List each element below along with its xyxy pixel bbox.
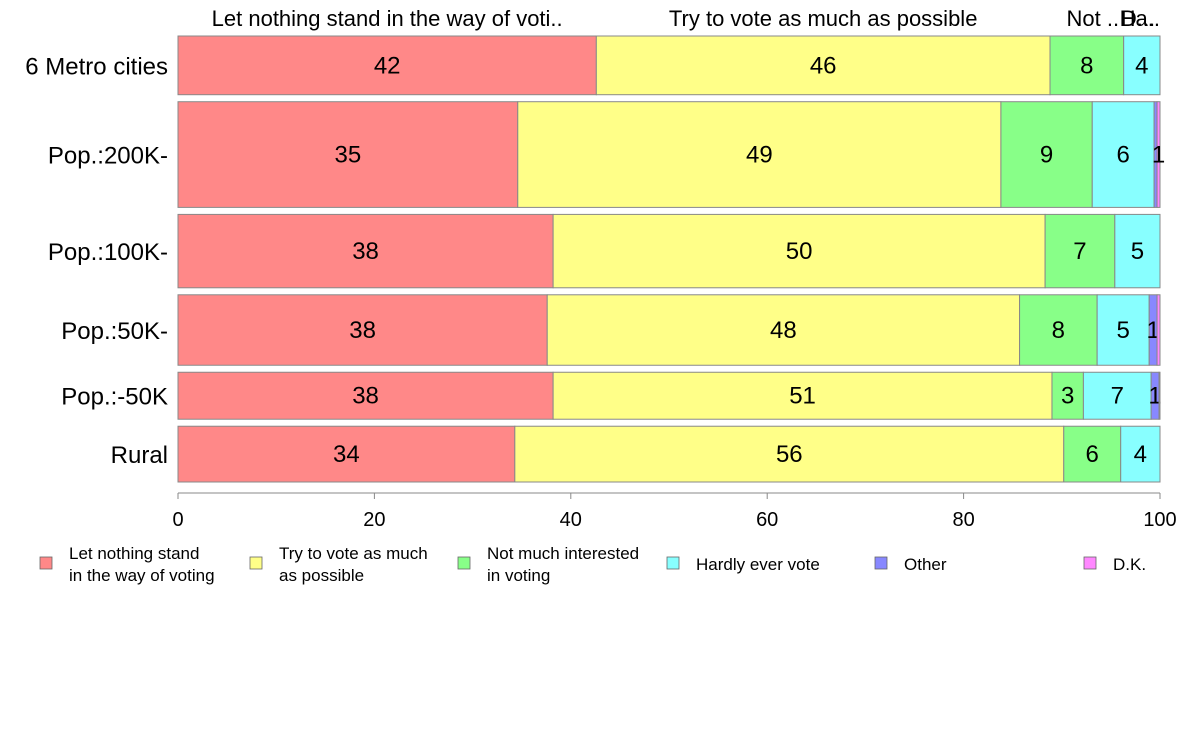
data-label: 7	[1111, 383, 1124, 410]
legend-label: Try to vote as much	[279, 544, 428, 563]
data-label: 5	[1116, 317, 1129, 344]
bar-segment	[546, 294, 1021, 366]
legend-swatch	[1083, 556, 1097, 570]
bar-segment	[177, 371, 554, 420]
legend-label: in voting	[487, 566, 550, 585]
bar-segment	[517, 101, 1002, 208]
top-series-label: Let nothing stand in the way of voti..	[212, 6, 563, 31]
data-label: 38	[352, 238, 379, 265]
bar-segment	[1049, 35, 1125, 96]
bar-segment	[1051, 371, 1084, 420]
data-label: 4	[1135, 52, 1148, 79]
x-tick-label: 40	[560, 509, 582, 531]
bar-segment	[514, 425, 1065, 483]
category-label: Pop.:200K-	[48, 143, 168, 170]
bar-segment	[1123, 35, 1161, 96]
bar-segment	[177, 101, 519, 208]
data-label: 51	[789, 383, 816, 410]
data-label: 38	[352, 383, 379, 410]
x-axis: 0 20 40 60 80 100	[172, 492, 1177, 531]
data-label: 49	[746, 142, 773, 169]
top-series-labels: Let nothing stand in the way of voti.. Tr…	[212, 6, 1160, 31]
data-label: 34	[333, 441, 360, 468]
legend-label: as possible	[279, 566, 364, 585]
bar-segment	[552, 213, 1046, 289]
category-label: Pop.:100K-	[48, 239, 168, 266]
category-labels: 6 Metro cities Pop.:200K- Pop.:100K- Pop.:5…	[25, 53, 168, 469]
category-label: 6 Metro cities	[25, 53, 168, 80]
data-label: 3	[1061, 383, 1074, 410]
category-label: Pop.:-50K	[61, 384, 168, 411]
data-label: 4	[1134, 441, 1147, 468]
data-label: 46	[810, 52, 837, 79]
top-series-label: Not ..	[1067, 6, 1120, 31]
bar-segment	[1156, 294, 1161, 366]
bar-segment	[1114, 213, 1161, 289]
bar-segment	[177, 294, 548, 366]
legend: Let nothing stand in the way of voting Try…	[39, 544, 1146, 585]
top-series-label: Ha..	[1120, 6, 1160, 31]
legend-swatch	[249, 556, 263, 570]
data-label: 42	[374, 52, 401, 79]
legend-swatch	[39, 556, 53, 570]
data-label: 1	[1148, 383, 1161, 410]
legend-swatch	[666, 556, 680, 570]
bar-segment	[1158, 371, 1161, 420]
bar-segment	[1096, 294, 1150, 366]
data-label: 1	[1152, 142, 1165, 169]
data-label: 8	[1080, 52, 1093, 79]
x-tick-label: 20	[363, 509, 385, 531]
x-tick-label: 80	[952, 509, 974, 531]
bar-segment	[1120, 425, 1161, 483]
data-label: 1	[1146, 317, 1159, 344]
bar-segment	[177, 35, 597, 96]
bar-segment	[177, 213, 554, 289]
data-label: 38	[349, 317, 376, 344]
bar-segment	[1000, 101, 1093, 208]
top-series-label: D...	[1121, 6, 1155, 31]
bars-group: 42 46 8 435 49 9 6 138 50 7 538 48 8 5 138 51 3 7 134 56 6 4	[177, 35, 1165, 483]
legend-label: D.K.	[1113, 555, 1146, 574]
legend-swatch	[457, 556, 471, 570]
legend-label: Other	[904, 555, 947, 574]
data-label: 6	[1086, 441, 1099, 468]
data-label: 50	[786, 238, 813, 265]
x-tick-label: 60	[756, 509, 778, 531]
data-label: 9	[1040, 142, 1053, 169]
x-tick-label: 100	[1143, 509, 1176, 531]
top-series-label: Try to vote as much as possible	[669, 6, 978, 31]
data-label: 5	[1131, 238, 1144, 265]
data-label: 35	[335, 142, 362, 169]
data-label: 6	[1116, 142, 1129, 169]
bar-segment	[552, 371, 1053, 420]
category-label: Pop.:50K-	[61, 318, 168, 345]
data-label: 8	[1052, 317, 1065, 344]
data-label: 48	[770, 317, 797, 344]
bar-segment	[1091, 101, 1155, 208]
legend-label: Not much interested	[487, 544, 639, 563]
legend-label: Hardly ever vote	[696, 555, 820, 574]
legend-swatch	[874, 556, 888, 570]
bar-segment	[595, 35, 1051, 96]
bar-segment	[1044, 213, 1116, 289]
category-label: Rural	[111, 442, 168, 469]
bar-segment	[1156, 101, 1161, 208]
data-label: 56	[776, 441, 803, 468]
x-tick-label: 0	[172, 509, 183, 531]
legend-label: in the way of voting	[69, 566, 215, 585]
legend-label: Let nothing stand	[69, 544, 199, 563]
bar-segment	[1019, 294, 1098, 366]
data-label: 7	[1073, 238, 1086, 265]
